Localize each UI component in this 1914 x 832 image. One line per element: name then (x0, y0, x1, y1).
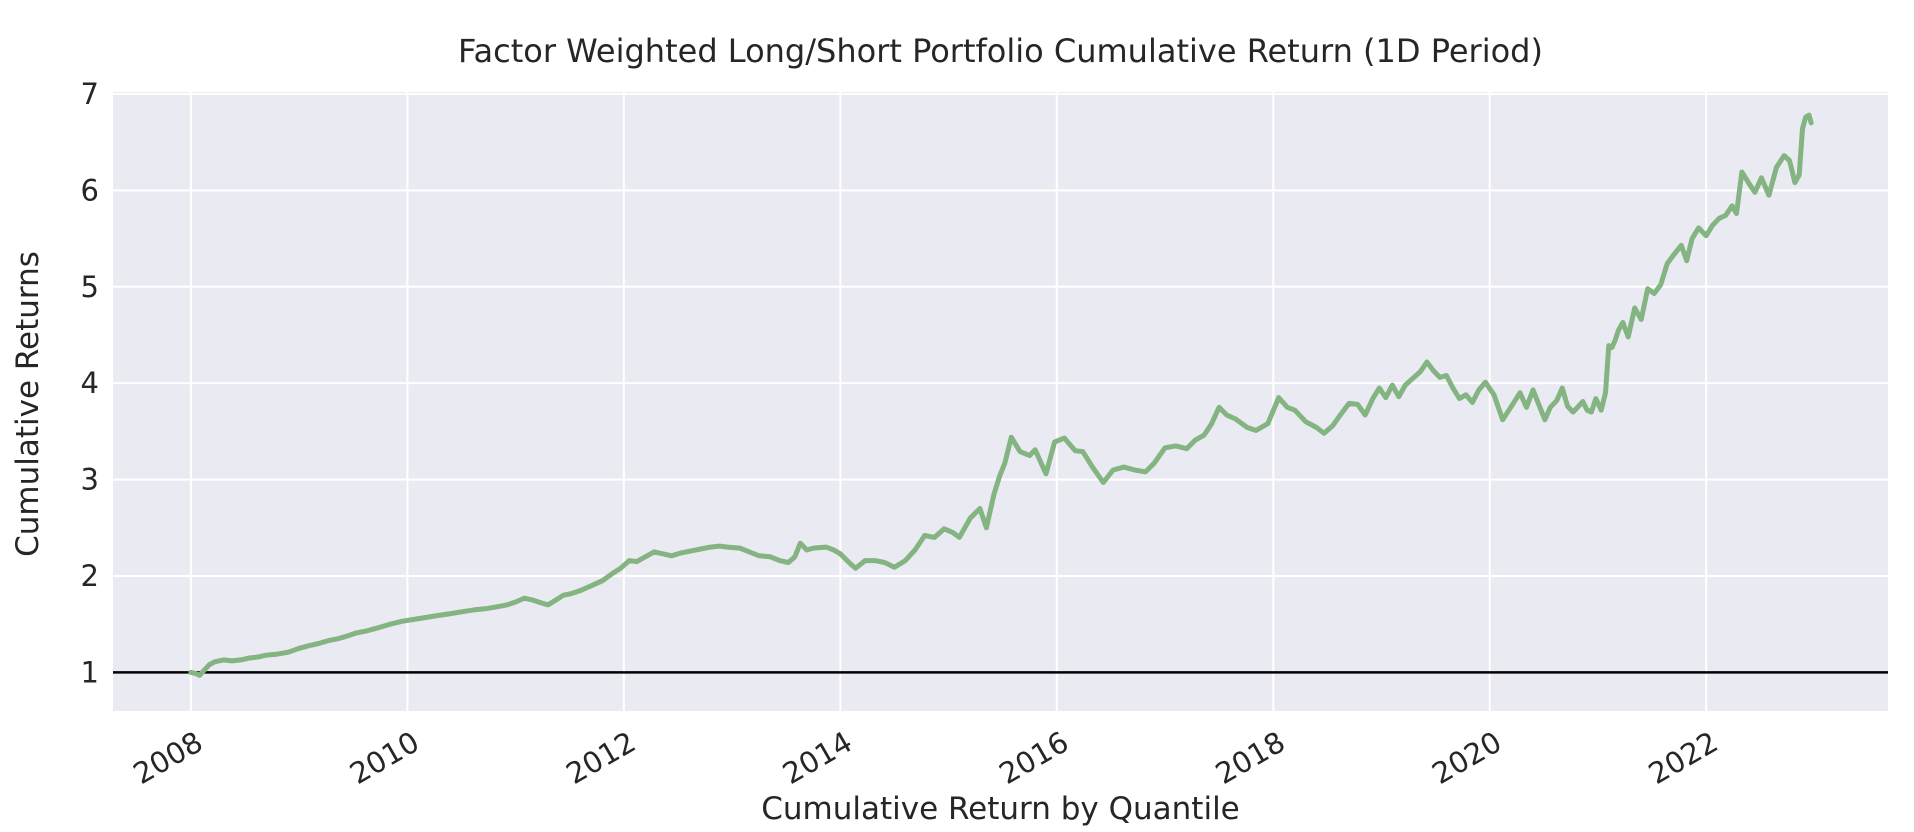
plot-area (113, 92, 1888, 711)
x-tick-label: 2014 (777, 725, 858, 791)
x-axis-label: Cumulative Return by Quantile (761, 791, 1240, 827)
x-tick-label: 2012 (560, 725, 641, 791)
chart-title: Factor Weighted Long/Short Portfolio Cum… (458, 32, 1543, 70)
y-axis-label: Cumulative Returns (10, 251, 46, 557)
x-tick-label: 2016 (993, 725, 1074, 791)
y-tick-label: 3 (81, 463, 99, 497)
x-tick-label: 2008 (128, 725, 209, 791)
y-tick-label: 7 (81, 77, 99, 111)
x-tick-label: 2010 (344, 725, 425, 791)
y-tick-label: 5 (81, 270, 99, 304)
y-tick-label: 1 (81, 655, 99, 689)
y-tick-label: 4 (81, 366, 99, 400)
y-tick-label: 6 (81, 173, 99, 207)
y-tick-label: 2 (81, 559, 99, 593)
x-tick-label: 2022 (1643, 725, 1724, 791)
x-tick-label: 2018 (1210, 725, 1291, 791)
cumulative-return-line (188, 112, 1814, 678)
x-tick-label: 2020 (1426, 725, 1507, 791)
